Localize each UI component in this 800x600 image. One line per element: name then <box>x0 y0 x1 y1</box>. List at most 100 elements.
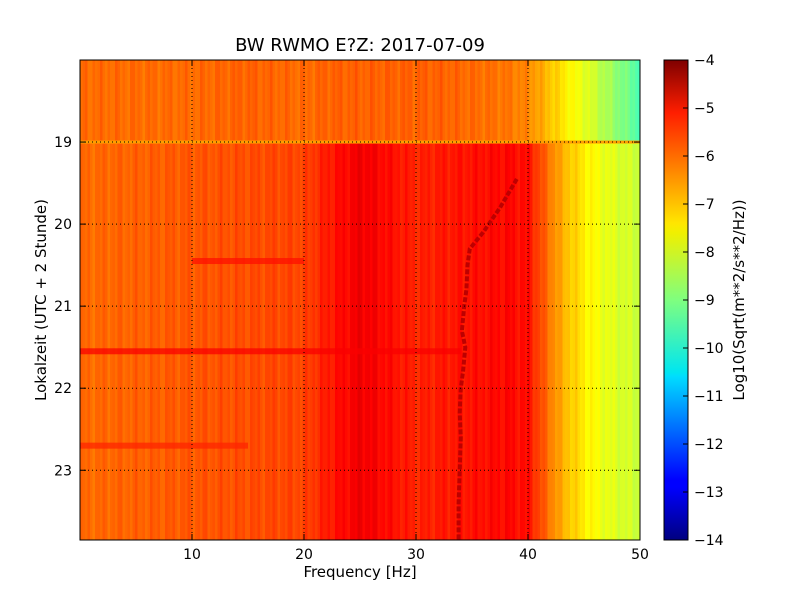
heatmap-cell <box>510 142 514 540</box>
heatmap-cell <box>87 60 91 143</box>
heatmap-cell <box>245 142 249 540</box>
heatmap-cell <box>200 60 204 143</box>
heatmap-cell <box>470 142 474 540</box>
heatmap-cell <box>175 142 179 540</box>
heatmap-cell <box>297 60 301 143</box>
heatmap-cell <box>112 142 116 540</box>
heatmap-cell <box>307 60 311 143</box>
heatmap-cell <box>235 60 239 143</box>
colorbar-ticks: −4 −5 −6 −7 −8 −9 −10 −11 −12 −13 −14 <box>683 53 724 549</box>
heatmap-cell <box>445 142 449 540</box>
heatmap-cell <box>592 60 596 143</box>
heatmap-cell <box>237 60 241 143</box>
heatmap-cell <box>347 142 351 540</box>
heatmap-cell <box>177 60 181 143</box>
heatmap-cell <box>392 142 396 540</box>
heatmap-cell <box>332 60 336 143</box>
heatmap-cell <box>472 60 476 143</box>
heatmap-cell <box>192 60 196 143</box>
heatmap-cell <box>102 60 106 143</box>
heatmap-cell <box>462 60 466 143</box>
heatmap-cell <box>407 142 411 540</box>
heatmap-cell <box>102 142 106 540</box>
heatmap-cell <box>435 60 439 143</box>
heatmap-cell <box>360 142 364 540</box>
heatmap-cell <box>182 60 186 143</box>
heatmap-cell <box>570 142 574 540</box>
heatmap-cell <box>425 142 429 540</box>
heatmap-cell <box>125 142 129 540</box>
heatmap-cell <box>90 142 94 540</box>
heatmap-cell <box>285 142 289 540</box>
heatmap-cell <box>567 60 571 143</box>
heatmap-cell <box>120 60 124 143</box>
heatmap-cell <box>615 142 619 540</box>
heatmap-cell <box>587 60 591 143</box>
heatmap-cell <box>627 60 631 143</box>
heatmap-cell <box>465 142 469 540</box>
heatmap-cell <box>532 142 536 540</box>
heatmap-cell <box>270 142 274 540</box>
heatmap-cell <box>237 142 241 540</box>
heatmap-cell <box>345 142 349 540</box>
heatmap-cell <box>157 142 161 540</box>
heatmap-cell <box>402 60 406 143</box>
heatmap-cell <box>260 142 264 540</box>
heatmap-cell <box>365 142 369 540</box>
heatmap-cell <box>295 142 299 540</box>
heatmap-cell <box>542 142 546 540</box>
colorbar <box>663 59 689 541</box>
heatmap-cell <box>127 60 131 143</box>
heatmap-cell <box>340 142 344 540</box>
x-tick-label: 50 <box>631 547 649 563</box>
heatmap-cell <box>337 60 341 143</box>
grid-lines <box>80 60 640 540</box>
heatmap-cell <box>85 142 89 540</box>
heatmap-cell <box>475 142 479 540</box>
heatmap-cell <box>150 60 154 143</box>
heatmap-cell <box>502 142 506 540</box>
heatmap-cell <box>600 60 604 143</box>
heatmap-cell <box>90 60 94 143</box>
heatmap-cell <box>425 60 429 143</box>
heatmap-cell <box>275 142 279 540</box>
heatmap-cell <box>170 142 174 540</box>
heatmap-cell <box>410 142 414 540</box>
heatmap-cell <box>92 60 96 143</box>
heatmap-cell <box>100 60 104 143</box>
heatmap-cell <box>147 142 151 540</box>
heatmap-cell <box>290 142 294 540</box>
heatmap-cell <box>100 142 104 540</box>
heatmap-cell <box>357 142 361 540</box>
heatmap-cell <box>332 142 336 540</box>
heatmap-cell <box>325 60 329 143</box>
heatmap-cell <box>350 142 354 540</box>
heatmap-cell <box>110 142 114 540</box>
heatmap-cell <box>130 142 134 540</box>
heatmap-cell <box>160 142 164 540</box>
heatmap-cell <box>247 60 251 143</box>
heatmap-cell <box>302 142 306 540</box>
heatmap-cell <box>367 142 371 540</box>
heatmap-cell <box>362 60 366 143</box>
heatmap-cell <box>520 142 524 540</box>
heatmap-cell <box>280 142 284 540</box>
heatmap-cell <box>582 142 586 540</box>
colorbar-tick-label: −13 <box>694 485 724 501</box>
heatmap-cell <box>330 142 334 540</box>
heatmap-cell <box>355 142 359 540</box>
heatmap-cell <box>310 142 314 540</box>
heatmap-cell <box>287 60 291 143</box>
heatmap-cell <box>105 60 109 143</box>
heatmap-cell <box>270 60 274 143</box>
heatmap-cell <box>117 60 121 143</box>
heatmap-cell <box>227 142 231 540</box>
heatmap-cell <box>107 60 111 143</box>
heatmap-cell <box>412 142 416 540</box>
heatmap-cell <box>612 60 616 143</box>
heatmap-cell <box>557 142 561 540</box>
heatmap-cell <box>437 60 441 143</box>
heatmap-cell <box>207 142 211 540</box>
heatmap-cell <box>375 142 379 540</box>
heatmap-cell <box>520 60 524 143</box>
